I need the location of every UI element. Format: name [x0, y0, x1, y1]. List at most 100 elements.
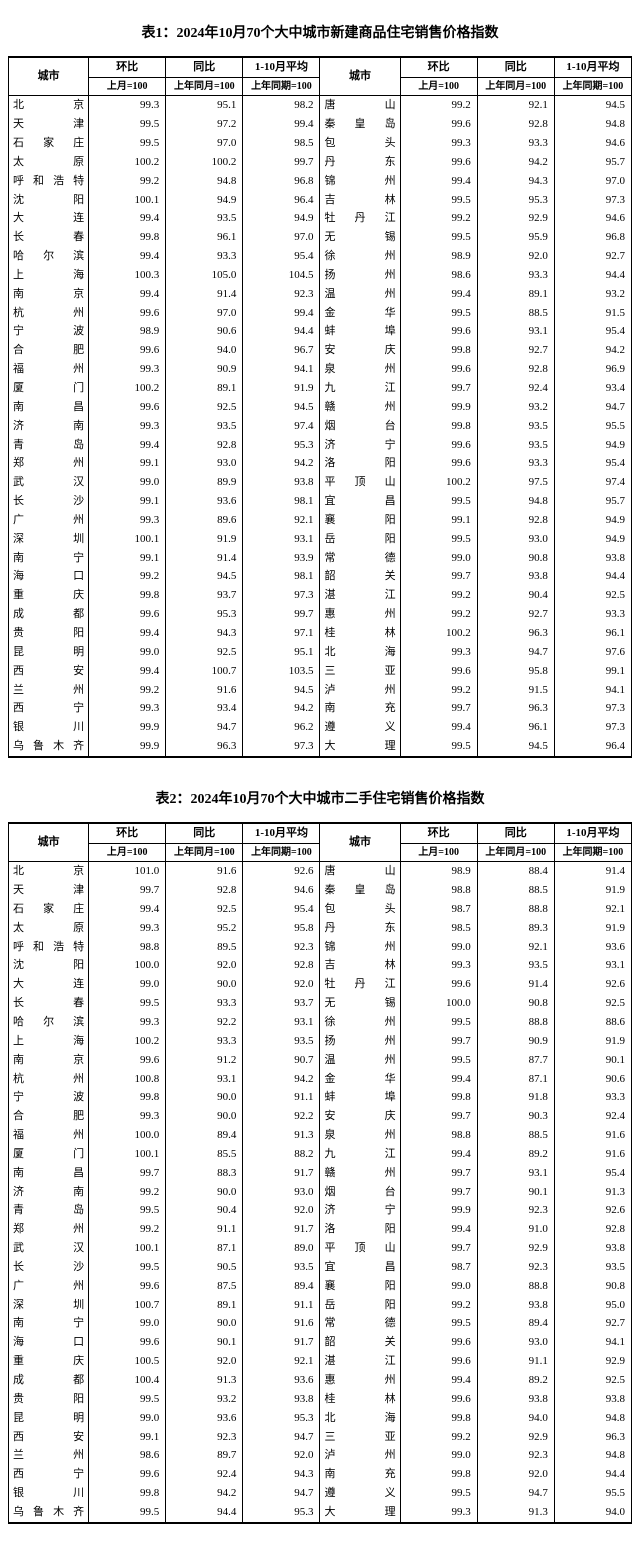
value-cell: 91.2: [166, 1051, 243, 1070]
value-cell: 92.0: [166, 1352, 243, 1371]
value-cell: 99.7: [89, 881, 166, 900]
value-cell: 99.3: [89, 1107, 166, 1126]
city-cell: 桂 林: [320, 624, 400, 643]
value-cell: 96.4: [243, 191, 320, 210]
value-cell: 99.3: [400, 134, 477, 153]
value-cell: 97.4: [243, 417, 320, 436]
value-cell: 96.1: [477, 718, 554, 737]
table-row: 厦 门100.289.191.9九 江99.792.493.4: [9, 379, 632, 398]
hdr-sub1-r: 上月=100: [400, 843, 477, 862]
city-cell: 石 家 庄: [9, 134, 89, 153]
city-cell: 福 州: [9, 1126, 89, 1145]
value-cell: 90.9: [477, 1032, 554, 1051]
value-cell: 92.3: [477, 1201, 554, 1220]
value-cell: 93.3: [554, 1088, 631, 1107]
city-cell: 贵 阳: [9, 1390, 89, 1409]
value-cell: 93.6: [243, 1371, 320, 1390]
value-cell: 93.0: [243, 1183, 320, 1202]
value-cell: 93.8: [554, 549, 631, 568]
value-cell: 93.3: [166, 247, 243, 266]
value-cell: 99.3: [400, 1503, 477, 1523]
value-cell: 99.5: [89, 1258, 166, 1277]
value-cell: 101.0: [89, 862, 166, 881]
value-cell: 92.5: [554, 994, 631, 1013]
value-cell: 94.8: [477, 492, 554, 511]
value-cell: 92.8: [166, 436, 243, 455]
city-cell: 锦 州: [320, 172, 400, 191]
value-cell: 99.5: [400, 1484, 477, 1503]
value-cell: 99.8: [400, 341, 477, 360]
value-cell: 95.3: [243, 436, 320, 455]
value-cell: 99.1: [89, 1428, 166, 1447]
city-cell: 青 岛: [9, 436, 89, 455]
value-cell: 94.4: [243, 322, 320, 341]
city-cell: 温 州: [320, 285, 400, 304]
value-cell: 88.4: [477, 862, 554, 881]
value-cell: 100.1: [89, 191, 166, 210]
value-cell: 99.5: [400, 304, 477, 323]
value-cell: 89.1: [166, 379, 243, 398]
city-cell: 银 川: [9, 1484, 89, 1503]
table-row: 青 岛99.590.492.0济 宁99.992.392.6: [9, 1201, 632, 1220]
city-cell: 沈 阳: [9, 191, 89, 210]
table1-title: 表1：2024年10月70个大中城市新建商品住宅销售价格指数: [8, 22, 632, 42]
value-cell: 95.4: [554, 1164, 631, 1183]
value-cell: 100.0: [89, 1126, 166, 1145]
hdr-col1-l: 环比: [89, 57, 166, 77]
city-cell: 昆 明: [9, 1409, 89, 1428]
table-row: 厦 门100.185.588.2九 江99.489.291.6: [9, 1145, 632, 1164]
value-cell: 90.6: [554, 1070, 631, 1089]
value-cell: 100.2: [89, 153, 166, 172]
city-cell: 牡 丹 江: [320, 209, 400, 228]
hdr-col3-r: 1-10月平均: [554, 823, 631, 843]
table-row: 济 南99.393.597.4烟 台99.893.595.5: [9, 417, 632, 436]
value-cell: 93.7: [243, 994, 320, 1013]
table-row: 郑 州99.193.094.2洛 阳99.693.395.4: [9, 454, 632, 473]
value-cell: 92.7: [477, 341, 554, 360]
hdr-city-l: 城市: [9, 823, 89, 862]
value-cell: 94.5: [477, 737, 554, 757]
city-cell: 三 亚: [320, 1428, 400, 1447]
value-cell: 99.4: [89, 209, 166, 228]
value-cell: 99.6: [400, 322, 477, 341]
value-cell: 100.0: [400, 994, 477, 1013]
value-cell: 100.2: [166, 153, 243, 172]
value-cell: 89.0: [243, 1239, 320, 1258]
value-cell: 90.8: [477, 549, 554, 568]
value-cell: 97.3: [243, 586, 320, 605]
value-cell: 90.8: [477, 994, 554, 1013]
value-cell: 93.3: [166, 1032, 243, 1051]
value-cell: 93.0: [166, 454, 243, 473]
value-cell: 99.8: [89, 1088, 166, 1107]
city-cell: 常 德: [320, 1314, 400, 1333]
value-cell: 93.3: [166, 994, 243, 1013]
value-cell: 94.9: [554, 511, 631, 530]
city-cell: 北 海: [320, 1409, 400, 1428]
city-cell: 上 海: [9, 266, 89, 285]
value-cell: 98.2: [243, 96, 320, 115]
value-cell: 99.6: [89, 1051, 166, 1070]
value-cell: 92.8: [477, 360, 554, 379]
value-cell: 100.2: [89, 1032, 166, 1051]
table-row: 贵 阳99.593.293.8桂 林99.693.893.8: [9, 1390, 632, 1409]
hdr-sub1-l: 上月=100: [89, 77, 166, 96]
value-cell: 99.7: [400, 1164, 477, 1183]
value-cell: 94.2: [243, 1070, 320, 1089]
value-cell: 92.0: [166, 956, 243, 975]
value-cell: 92.8: [477, 115, 554, 134]
table-row: 成 都99.695.399.7惠 州99.292.793.3: [9, 605, 632, 624]
value-cell: 93.5: [243, 1258, 320, 1277]
city-cell: 安 庆: [320, 1107, 400, 1126]
value-cell: 99.1: [89, 454, 166, 473]
table-row: 重 庆99.893.797.3湛 江99.290.492.5: [9, 586, 632, 605]
value-cell: 99.5: [89, 115, 166, 134]
city-cell: 杭 州: [9, 304, 89, 323]
value-cell: 91.1: [243, 1296, 320, 1315]
value-cell: 99.6: [89, 1333, 166, 1352]
city-cell: 平 顶 山: [320, 473, 400, 492]
value-cell: 93.6: [166, 492, 243, 511]
value-cell: 89.9: [166, 473, 243, 492]
value-cell: 88.5: [477, 304, 554, 323]
value-cell: 97.0: [166, 134, 243, 153]
value-cell: 90.0: [166, 1088, 243, 1107]
